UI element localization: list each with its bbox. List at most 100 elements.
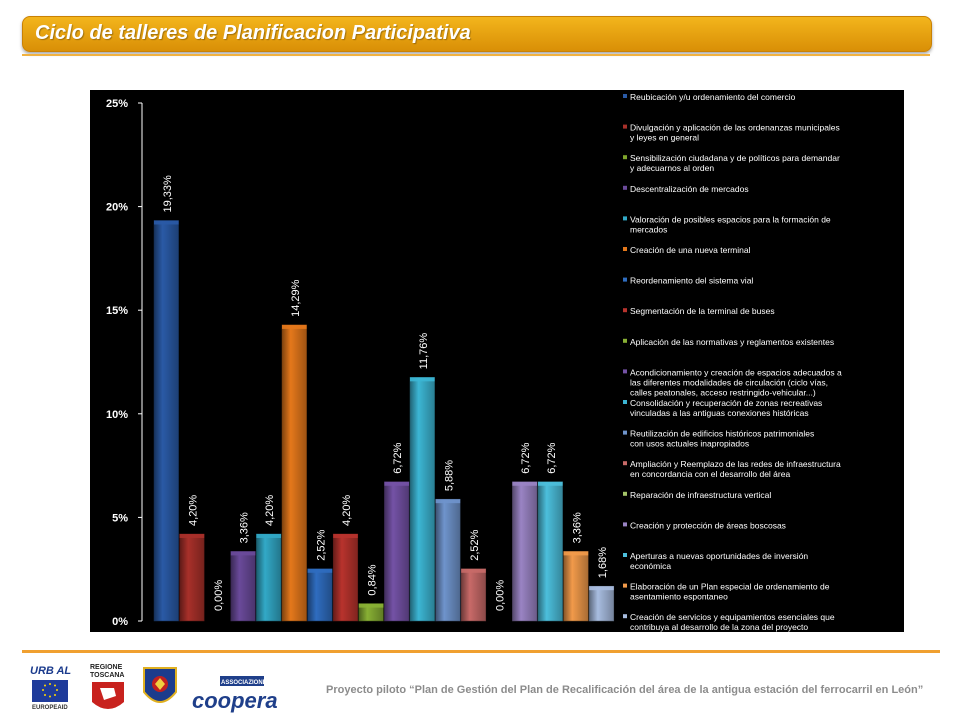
urbal-logo: URB AL EUROPEAID	[30, 662, 72, 712]
y-tick-label: 15%	[106, 305, 128, 317]
bar	[435, 498, 461, 622]
legend-entry: Sensibilización ciudadana y de políticos…	[630, 153, 840, 173]
associazione-coopera-logo: ASSOCIAZIONE coopera	[190, 676, 284, 714]
legend-swatch	[623, 94, 627, 98]
bar-data-label: 0,00%	[213, 580, 225, 611]
bar	[512, 481, 538, 622]
legend-entry: Ampliación y Reemplazo de las redes de i…	[630, 459, 841, 479]
legend-swatch	[623, 369, 627, 374]
bar-top	[154, 220, 179, 225]
bar-top	[307, 568, 333, 573]
legend-entry: Creación y protección de áreas boscosas	[630, 520, 786, 530]
legend-entry: Elaboración de un Plan especial de orden…	[630, 582, 830, 602]
bar-data-label: 5,88%	[443, 460, 455, 491]
bar-chart: 0% 5% 10% 15% 20% 25% 19,33% 4,20% 0,00% 3,36% 4,2…	[106, 92, 842, 632]
bar	[537, 481, 563, 622]
legend-entry: Reparación de infraestructura vertical	[630, 490, 771, 500]
bar	[307, 568, 333, 622]
associazione-text: ASSOCIAZIONE	[221, 680, 267, 686]
legend-entry: Divulgación y aplicación de las ordenanz…	[630, 123, 840, 143]
legend-entry: Valoración de posibles espacios para la …	[630, 214, 831, 234]
slide-title: Ciclo de talleres de Planificacion Parti…	[35, 22, 471, 44]
footer-divider	[22, 650, 940, 653]
legend-swatch	[623, 155, 627, 160]
bar-top	[589, 586, 614, 591]
bar-top	[512, 481, 537, 486]
bar	[256, 533, 282, 622]
bar-data-label: 2,52%	[469, 529, 481, 560]
bar	[409, 377, 435, 622]
regione-text: REGIONE	[90, 664, 123, 671]
bar-top	[538, 481, 563, 486]
legend-entry: Segmentación de la terminal de buses	[630, 306, 775, 316]
bar-data-label: 4,20%	[341, 495, 353, 526]
bar-data-label: 14,29%	[290, 279, 302, 317]
urbal-text: URB AL	[30, 665, 71, 677]
bar-top	[256, 533, 281, 538]
legend-entry: Reutilización de edificios históricos pa…	[630, 429, 814, 449]
bar	[384, 481, 410, 622]
bar-data-label: 2,52%	[315, 529, 327, 560]
legend-swatch	[623, 124, 627, 129]
bar-top	[179, 533, 205, 538]
bar-data-label: 0,84%	[367, 564, 379, 595]
bar-data-label: 6,72%	[520, 442, 532, 473]
bar-top	[358, 603, 384, 608]
bar-data-label: 3,36%	[571, 512, 583, 543]
bar-top	[410, 377, 435, 382]
legend-swatch	[623, 277, 627, 282]
title-banner: Ciclo de talleres de Planificacion Parti…	[22, 16, 932, 52]
legend-entry: Descentralización de mercados	[630, 184, 749, 194]
y-tick-label: 20%	[106, 202, 128, 214]
title-underline	[22, 54, 930, 56]
bar-data-label: 0,00%	[495, 580, 507, 611]
legend-swatch	[623, 614, 627, 619]
bar	[460, 568, 487, 622]
y-tick-label: 10%	[106, 409, 128, 421]
bar	[179, 533, 205, 622]
legend-swatch	[623, 185, 627, 190]
legend-swatch	[623, 247, 627, 251]
legend-swatch	[623, 308, 627, 313]
legend-swatch	[623, 522, 627, 527]
bar-top	[384, 481, 409, 486]
footer-quote: “Plan de Gestión del Plan de Recalificac…	[409, 684, 924, 696]
legend-swatch	[623, 430, 627, 435]
legend-swatch	[623, 400, 627, 404]
bar-top	[333, 533, 358, 538]
legend-swatch	[623, 338, 627, 343]
bar	[281, 324, 307, 622]
y-tick-label: 25%	[106, 98, 128, 110]
bar-data-label: 3,36%	[239, 512, 251, 543]
y-tick-label: 5%	[112, 512, 128, 524]
bar-data-label: 11,76%	[418, 333, 430, 370]
footer-caption: Proyecto piloto “Plan de Gestión del Pla…	[326, 684, 923, 696]
coopera-text: coopera	[192, 688, 278, 713]
bar-data-label: 6,72%	[546, 442, 558, 473]
bar-data-label: 4,20%	[187, 495, 199, 526]
bar-data-label: 19,33%	[162, 175, 174, 213]
legend-entry: Aperturas a nuevas oportunidades de inve…	[630, 551, 808, 571]
legend-entry: Reubicación y/u ordenamiento del comerci…	[630, 92, 796, 102]
bar	[332, 533, 359, 622]
legend-swatch	[623, 491, 627, 496]
bar-data-label: 4,20%	[264, 495, 276, 526]
legend-entry: Consolidación y recuperación de zonas re…	[630, 398, 822, 418]
bar-top	[230, 551, 256, 556]
y-tick-label: 0%	[112, 616, 128, 628]
footer-prefix: Proyecto piloto	[326, 684, 407, 696]
bar	[153, 220, 179, 622]
bar	[230, 551, 256, 622]
legend-entry: Aplicación de las normativas y reglament…	[630, 337, 834, 347]
bar-top	[435, 499, 461, 504]
bar	[588, 585, 615, 622]
toscana-text: TOSCANA	[90, 672, 124, 679]
legend-swatch	[623, 461, 627, 466]
bar-data-label: 6,72%	[392, 442, 404, 473]
leon-coat-of-arms-logo	[142, 666, 178, 712]
bar-top	[563, 551, 589, 556]
legend-swatch	[623, 553, 627, 557]
legend-entry: Reordenamiento del sistema vial	[630, 276, 753, 286]
legend-entry: Acondicionamiento y creación de espacios…	[630, 367, 842, 397]
bar-data-label: 1,68%	[597, 547, 609, 578]
